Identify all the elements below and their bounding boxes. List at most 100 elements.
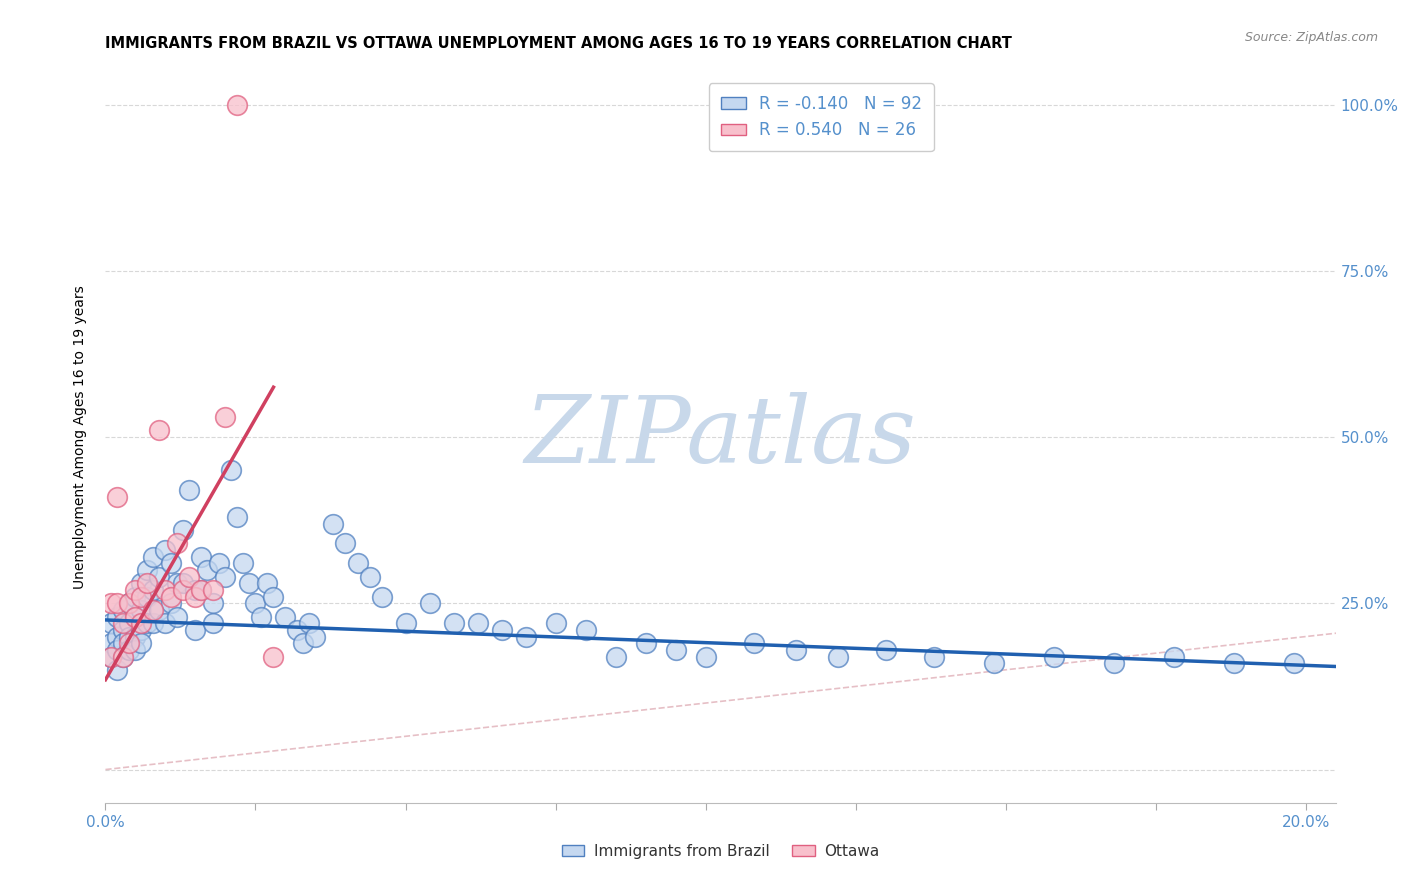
Point	[574, 623, 596, 637]
Point	[160, 557, 183, 571]
Point	[112, 636, 135, 650]
Point	[100, 649, 122, 664]
Point	[418, 596, 440, 610]
Point	[118, 616, 141, 631]
Point	[346, 557, 368, 571]
Point	[179, 570, 201, 584]
Point	[287, 623, 309, 637]
Point	[107, 596, 129, 610]
Point	[221, 463, 243, 477]
Point	[112, 649, 135, 664]
Point	[131, 623, 153, 637]
Point	[467, 616, 489, 631]
Point	[208, 557, 231, 571]
Point	[100, 649, 122, 664]
Point	[160, 596, 183, 610]
Point	[274, 609, 297, 624]
Point	[160, 590, 183, 604]
Point	[214, 570, 236, 584]
Point	[197, 563, 219, 577]
Point	[226, 97, 249, 112]
Point	[131, 603, 153, 617]
Point	[875, 643, 897, 657]
Point	[515, 630, 537, 644]
Text: ZIPatlas: ZIPatlas	[524, 392, 917, 482]
Point	[263, 590, 285, 604]
Point	[124, 609, 146, 624]
Point	[263, 649, 285, 664]
Point	[136, 576, 159, 591]
Point	[605, 649, 627, 664]
Point	[124, 630, 146, 644]
Point	[142, 582, 165, 597]
Point	[695, 649, 717, 664]
Point	[1222, 656, 1244, 670]
Point	[112, 649, 135, 664]
Point	[136, 616, 159, 631]
Point	[202, 616, 225, 631]
Point	[256, 576, 278, 591]
Point	[238, 576, 260, 591]
Point	[131, 590, 153, 604]
Point	[250, 609, 273, 624]
Legend: Immigrants from Brazil, Ottawa: Immigrants from Brazil, Ottawa	[555, 838, 886, 864]
Point	[148, 424, 170, 438]
Point	[922, 649, 945, 664]
Point	[245, 596, 267, 610]
Point	[131, 576, 153, 591]
Point	[827, 649, 849, 664]
Point	[124, 590, 146, 604]
Point	[491, 623, 513, 637]
Point	[166, 609, 188, 624]
Point	[172, 576, 194, 591]
Point	[118, 630, 141, 644]
Point	[394, 616, 416, 631]
Point	[166, 536, 188, 550]
Point	[136, 590, 159, 604]
Point	[118, 643, 141, 657]
Point	[184, 582, 207, 597]
Point	[142, 549, 165, 564]
Point	[190, 549, 212, 564]
Point	[112, 623, 135, 637]
Point	[184, 590, 207, 604]
Point	[202, 596, 225, 610]
Point	[166, 576, 188, 591]
Point	[202, 582, 225, 597]
Point	[443, 616, 465, 631]
Point	[107, 630, 129, 644]
Point	[190, 582, 212, 597]
Point	[155, 582, 177, 597]
Point	[100, 596, 122, 610]
Point	[112, 603, 135, 617]
Point	[107, 490, 129, 504]
Point	[322, 516, 344, 531]
Point	[118, 636, 141, 650]
Point	[335, 536, 357, 550]
Point	[1163, 649, 1185, 664]
Point	[142, 616, 165, 631]
Point	[544, 616, 567, 631]
Text: Source: ZipAtlas.com: Source: ZipAtlas.com	[1244, 31, 1378, 45]
Point	[304, 630, 326, 644]
Point	[634, 636, 657, 650]
Point	[232, 557, 254, 571]
Point	[983, 656, 1005, 670]
Point	[184, 623, 207, 637]
Point	[214, 410, 236, 425]
Point	[131, 636, 153, 650]
Point	[785, 643, 807, 657]
Point	[1282, 656, 1305, 670]
Point	[118, 596, 141, 610]
Point	[100, 616, 122, 631]
Point	[172, 582, 194, 597]
Text: IMMIGRANTS FROM BRAZIL VS OTTAWA UNEMPLOYMENT AMONG AGES 16 TO 19 YEARS CORRELAT: IMMIGRANTS FROM BRAZIL VS OTTAWA UNEMPLO…	[105, 36, 1012, 51]
Point	[112, 616, 135, 631]
Point	[131, 616, 153, 631]
Point	[124, 643, 146, 657]
Point	[179, 483, 201, 498]
Point	[100, 636, 122, 650]
Point	[142, 603, 165, 617]
Point	[155, 543, 177, 558]
Point	[148, 570, 170, 584]
